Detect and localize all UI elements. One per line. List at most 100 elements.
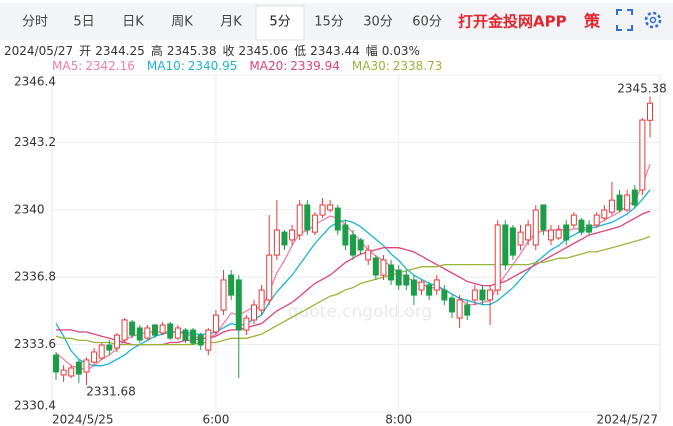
legend-value: 2340.95 — [188, 59, 238, 73]
info-date: 2024/05/27 — [4, 44, 73, 58]
min-annotation: 2331.68 — [86, 385, 136, 399]
candle-body — [334, 207, 341, 231]
candle-body — [639, 119, 646, 191]
candle-body — [342, 224, 349, 246]
ma-lines — [53, 96, 653, 386]
candle-body — [563, 224, 570, 241]
candle-body — [159, 324, 166, 334]
x-tick-label: 2024/5/27 — [596, 413, 658, 426]
candle-body — [502, 224, 509, 266]
legend-name: MA5: — [52, 59, 82, 73]
candle-body — [281, 231, 288, 246]
x-tick-label: 6:00 — [202, 413, 229, 426]
info-value: 2345.06 — [238, 44, 288, 58]
active-tab — [255, 5, 305, 41]
candle-body — [121, 319, 128, 341]
y-tick-label: 2333.6 — [14, 337, 56, 351]
candle-body — [174, 327, 181, 339]
candle-body — [494, 224, 501, 291]
candle-body — [136, 327, 143, 341]
candle-body — [144, 327, 151, 339]
info-value: 2345.38 — [167, 44, 217, 58]
info-value: 2344.25 — [95, 44, 145, 58]
candle-body — [372, 257, 379, 276]
info-label: 幅 — [366, 43, 378, 58]
candle-body — [60, 369, 67, 376]
candle-body — [68, 367, 75, 377]
candle-body — [98, 344, 105, 359]
legend-value: 2339.94 — [290, 59, 340, 73]
candle-body — [220, 279, 227, 311]
candle-body — [129, 321, 136, 336]
watermark: quote.cngold.org — [288, 302, 433, 322]
x-tick-label: 8:00 — [385, 413, 412, 426]
candle-body — [548, 229, 554, 241]
y-tick-label: 2343.2 — [14, 135, 56, 149]
candle-body — [410, 279, 417, 296]
y-tick-label: 2340 — [14, 202, 45, 216]
legend-name: MA30: — [352, 59, 390, 73]
info-label: 收 — [222, 44, 234, 58]
candle-body — [456, 299, 463, 319]
candle-body — [517, 231, 524, 246]
candle-body — [319, 204, 326, 216]
candle-body — [75, 361, 82, 375]
ma-line — [55, 235, 651, 346]
tab[interactable]: 日K — [122, 15, 144, 30]
candle-body — [296, 204, 303, 236]
candle-body — [327, 204, 334, 211]
ma-line — [55, 189, 651, 367]
candle-body — [555, 229, 562, 239]
candle-body — [273, 229, 280, 256]
candle-body — [570, 214, 577, 226]
candle-body — [631, 189, 638, 206]
candle-body — [83, 359, 90, 373]
info-label: 开 — [79, 44, 91, 58]
fullscreen-icon[interactable] — [616, 9, 633, 31]
app-link[interactable]: 打开金投网APP — [458, 13, 567, 31]
candle-body — [388, 264, 395, 281]
candle-body — [152, 324, 158, 336]
settings-icon[interactable] — [644, 11, 662, 29]
settings-gear — [644, 11, 662, 29]
candle-body — [532, 209, 539, 246]
candle-body — [647, 102, 653, 121]
candle-body — [509, 227, 516, 256]
tab[interactable]: 30分 — [363, 15, 393, 30]
info-value: 0.03% — [382, 44, 420, 58]
tab[interactable]: 月K — [220, 15, 242, 30]
candle-body — [593, 214, 600, 226]
legend-name: MA10: — [147, 59, 185, 73]
tab[interactable]: 5分 — [269, 15, 290, 30]
legend: MA5: 2342.16 MA10: 2340.95 MA20: 2339.94 MA30:… — [52, 59, 442, 73]
settings-hub — [649, 16, 657, 24]
tab[interactable]: 15分 — [314, 15, 344, 30]
candle-body — [311, 214, 318, 233]
candle-body — [578, 219, 585, 233]
candle-body — [167, 323, 174, 339]
candle-body — [380, 259, 387, 276]
candle-body — [251, 304, 257, 321]
y-tick-label: 2336.8 — [14, 270, 56, 284]
candle-body — [464, 304, 471, 316]
y-tick-label: 2330.4 — [14, 399, 56, 413]
candle-body — [228, 274, 235, 296]
info-label: 高 — [151, 43, 163, 58]
candle-body — [258, 289, 265, 311]
toolbar — [0, 3, 673, 40]
tab[interactable]: 60分 — [412, 15, 442, 30]
strategy-button[interactable]: 策 — [583, 12, 601, 31]
tab[interactable]: 分时 — [22, 15, 48, 30]
info-value: 2343.44 — [310, 44, 360, 58]
candle-body — [433, 279, 440, 291]
candle-body — [586, 224, 593, 233]
candle-body — [205, 329, 212, 351]
candle-body — [426, 284, 433, 296]
quote-info: 2024/05/27 开 2344.25 高 2345.38 收 2345.06 低 2343.… — [4, 43, 420, 58]
candle-body — [197, 334, 204, 346]
candle-body — [479, 289, 486, 301]
tab[interactable]: 周K — [171, 15, 193, 30]
candle-body — [350, 234, 356, 256]
legend-name: MA20: — [249, 59, 287, 73]
tab[interactable]: 5日 — [73, 15, 94, 30]
